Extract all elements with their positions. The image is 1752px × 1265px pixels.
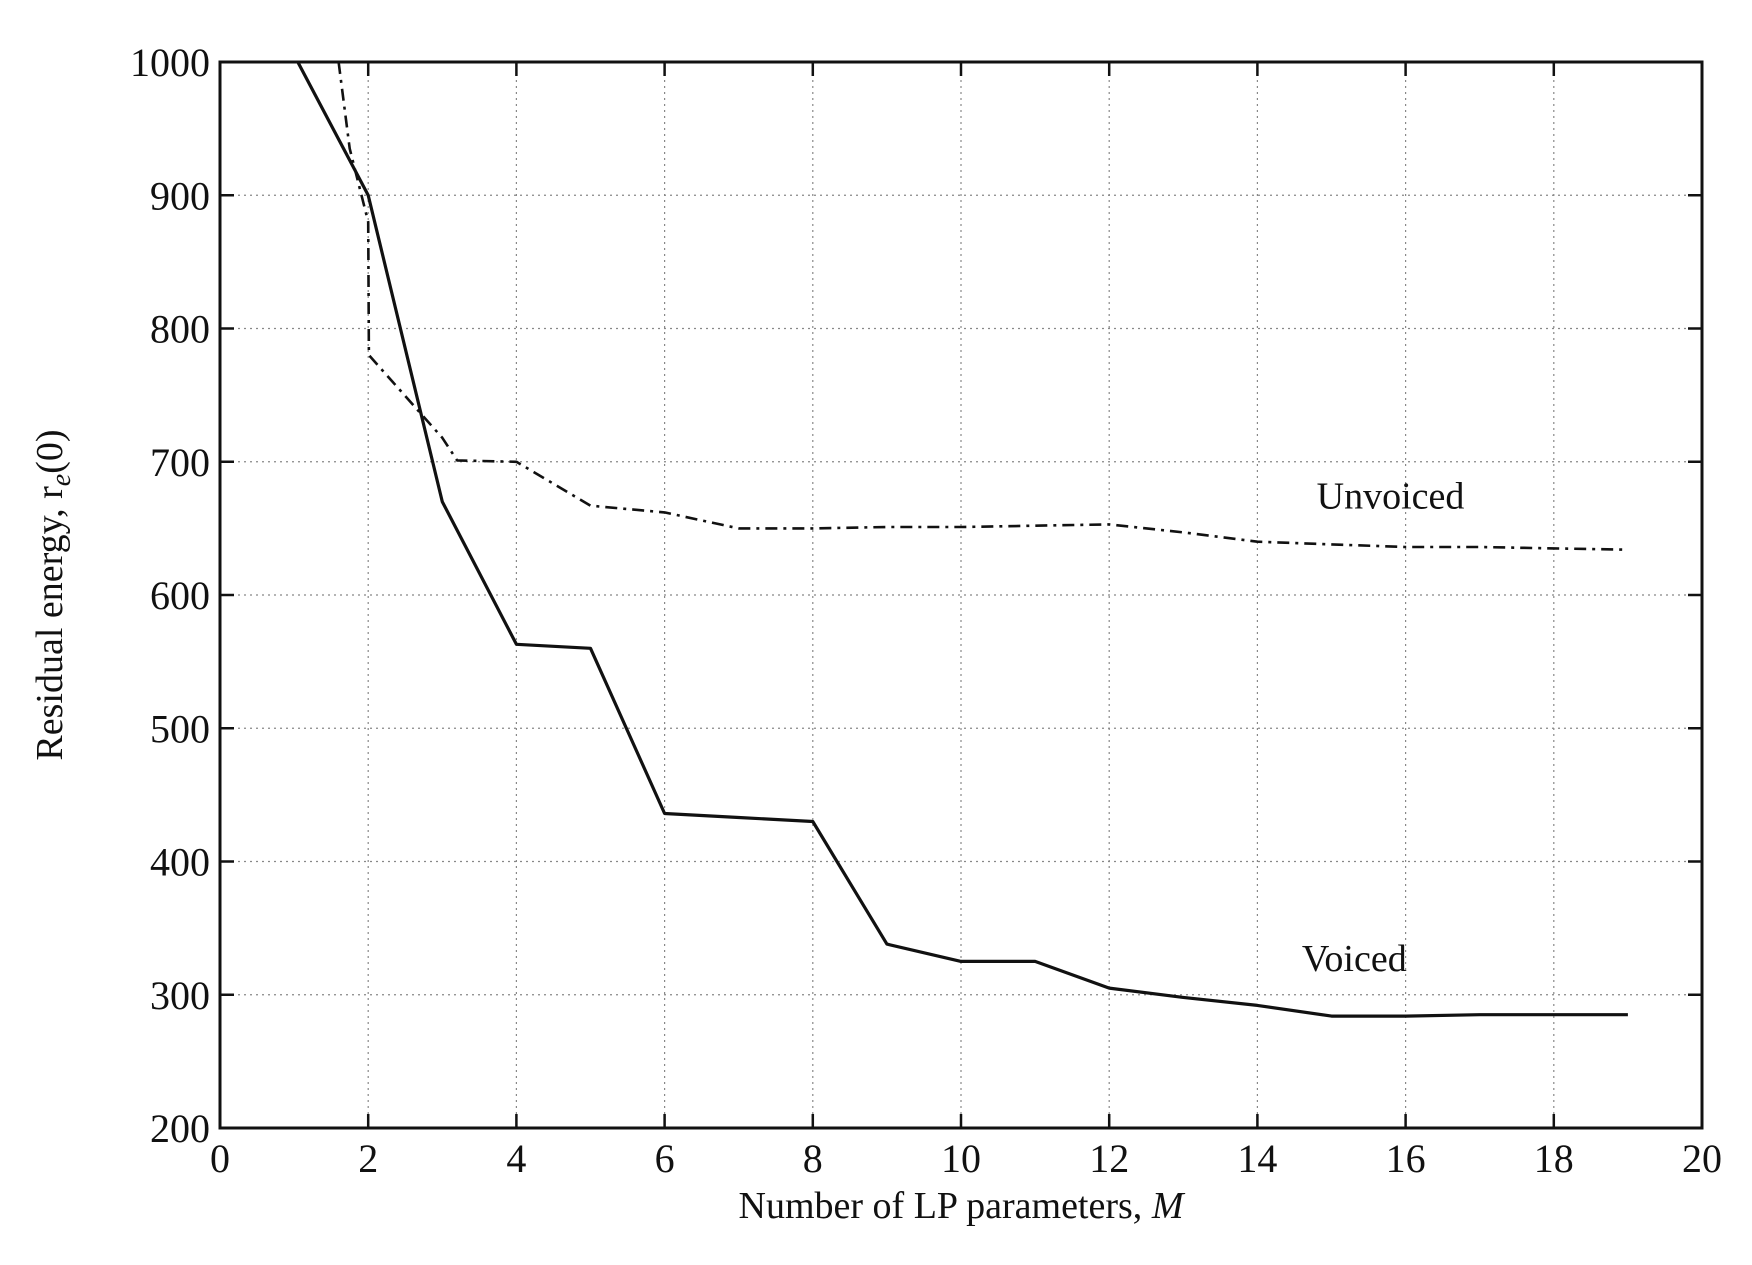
x-tick-labels: 0 2 4 6 8 10 12 14 16 18 20 bbox=[210, 1136, 1722, 1181]
y-tick-label: 900 bbox=[150, 173, 210, 218]
y-tick-label: 800 bbox=[150, 307, 210, 352]
y-tick-label: 200 bbox=[150, 1106, 210, 1151]
series-line-voiced bbox=[296, 61, 1628, 1018]
y-tick-label: 1000 bbox=[130, 40, 210, 85]
series-label-voiced: Voiced bbox=[1302, 938, 1407, 980]
x-axis-title-symbol: M bbox=[1151, 1185, 1186, 1227]
y-tick-label: 400 bbox=[150, 840, 210, 885]
y-tick-label: 600 bbox=[150, 573, 210, 618]
x-axis-title: Number of LP parameters, M bbox=[739, 1185, 1186, 1227]
x-tick-label: 18 bbox=[1534, 1136, 1574, 1181]
y-tick-label: 300 bbox=[150, 973, 210, 1018]
x-tick-label: 0 bbox=[210, 1136, 230, 1181]
y-tick-label: 500 bbox=[150, 706, 210, 751]
plot-frame bbox=[218, 60, 1704, 1130]
y-axis-title-text: Residual energy, r bbox=[29, 486, 71, 761]
y-axis-title-subscript: e bbox=[46, 474, 77, 486]
x-tick-label: 20 bbox=[1682, 1136, 1722, 1181]
x-tick-label: 12 bbox=[1089, 1136, 1129, 1181]
x-tick-label: 10 bbox=[941, 1136, 981, 1181]
y-tick-labels: 200 300 400 500 600 700 800 900 1000 bbox=[130, 40, 210, 1151]
x-tick-label: 8 bbox=[803, 1136, 823, 1181]
x-axis-title-text: Number of LP parameters, bbox=[739, 1185, 1152, 1227]
x-tick-label: 2 bbox=[358, 1136, 378, 1181]
y-axis-title-tail: (0) bbox=[29, 429, 71, 473]
y-tick-label: 700 bbox=[150, 440, 210, 485]
series-lines bbox=[296, 61, 1628, 1018]
series-line-unvoiced bbox=[337, 61, 1628, 551]
x-tick-label: 6 bbox=[655, 1136, 675, 1181]
series-label-unvoiced: Unvoiced bbox=[1317, 475, 1465, 517]
y-axis-title: Residual energy, re(0) bbox=[29, 429, 77, 760]
x-tick-label: 16 bbox=[1386, 1136, 1426, 1181]
x-tick-label: 4 bbox=[506, 1136, 526, 1181]
series-annotations: Unvoiced Voiced bbox=[1302, 475, 1465, 979]
grid-lines bbox=[220, 62, 1702, 1128]
x-tick-label: 14 bbox=[1237, 1136, 1277, 1181]
